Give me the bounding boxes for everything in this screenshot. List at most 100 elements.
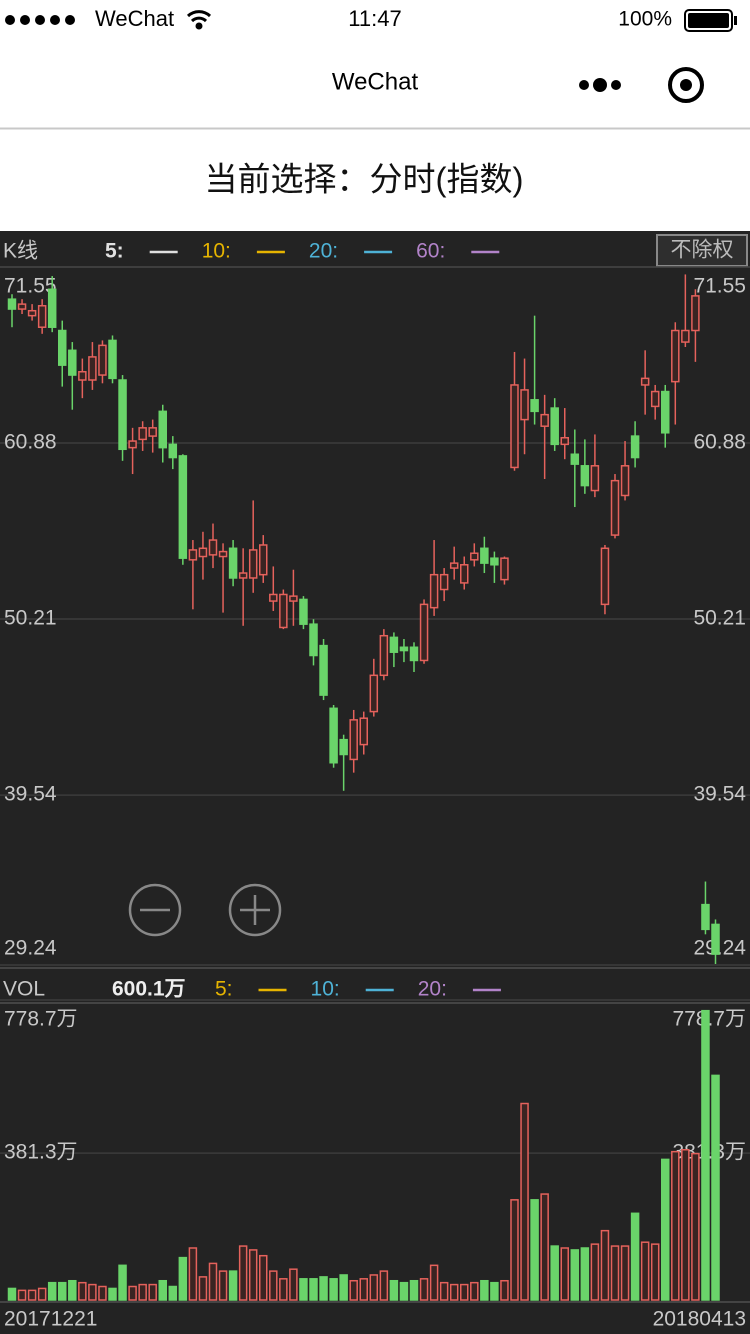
candle-body	[269, 593, 278, 602]
candle-body	[630, 435, 640, 459]
y-tick-label: 50.21	[693, 607, 746, 630]
chart-background	[0, 231, 750, 1334]
volume-bar	[47, 1281, 57, 1301]
volume-bar	[289, 1268, 298, 1301]
candle-body	[198, 547, 208, 558]
candle-body	[530, 399, 539, 413]
candle-body	[369, 674, 379, 713]
candle-body	[480, 547, 489, 564]
candle-body	[439, 573, 449, 591]
volume-bar	[460, 1283, 469, 1301]
volume-bar	[78, 1281, 87, 1301]
candle-body	[409, 646, 419, 662]
legend-title: K线	[3, 240, 38, 263]
y-tick-label: 39.54	[693, 783, 746, 806]
candle-body	[470, 552, 479, 561]
candle-body	[7, 298, 17, 310]
y-tick-label: 60.88	[4, 431, 57, 454]
signal	[5, 15, 75, 25]
volume-bar	[128, 1285, 137, 1301]
volume-bar	[399, 1281, 409, 1301]
candle-body	[540, 413, 549, 427]
candle-body	[500, 557, 509, 581]
legend-label: 10:	[202, 240, 231, 263]
candle-body	[138, 427, 147, 441]
more-button[interactable]	[579, 78, 621, 92]
volume-bar	[630, 1212, 640, 1301]
candle-body	[228, 547, 238, 579]
zoom-in[interactable]	[228, 883, 282, 937]
candle-body	[560, 436, 569, 446]
candle-body	[419, 603, 429, 662]
volume-bar	[429, 1264, 439, 1301]
volume-bar	[98, 1285, 107, 1301]
candle-body	[118, 379, 127, 451]
volume-bar	[500, 1279, 509, 1301]
y-tick-label: 381.3万	[4, 1141, 78, 1164]
candle-body	[389, 636, 399, 653]
y-tick-label: 60.88	[693, 431, 746, 454]
candle-body	[98, 344, 107, 376]
candle-body	[68, 349, 77, 376]
candle-body	[610, 479, 620, 536]
volume-bar	[108, 1287, 117, 1301]
volume-bar	[17, 1289, 27, 1301]
volume-bar	[480, 1279, 489, 1301]
adjust-button[interactable]: 不除权	[656, 234, 748, 267]
candle-body	[520, 389, 529, 421]
candle-body	[379, 634, 389, 677]
adjust-label[interactable]: 不除权	[671, 239, 734, 262]
candle-body	[550, 407, 559, 446]
volume-bar	[389, 1279, 399, 1301]
volume-bar	[590, 1243, 600, 1301]
candle-body	[299, 598, 308, 625]
candle-body	[37, 305, 47, 328]
candle-body	[701, 903, 710, 931]
candle-body	[248, 549, 258, 579]
candle-body	[178, 455, 188, 559]
volume-bar	[269, 1270, 278, 1301]
volume-bar	[188, 1247, 198, 1301]
candle-body	[279, 593, 288, 629]
volume-bar	[580, 1247, 590, 1301]
volume-bar	[620, 1245, 630, 1301]
close-button[interactable]	[668, 67, 704, 103]
candle-body	[691, 295, 700, 332]
volume-bar	[530, 1199, 539, 1301]
candle-body	[399, 646, 409, 652]
k-legend: K线 5: 10: 20: 60:	[3, 240, 500, 263]
legend-title: VOL	[3, 978, 45, 1001]
volume-bar	[37, 1287, 47, 1301]
candle-body	[429, 573, 439, 609]
candle-body	[168, 443, 178, 459]
wifi-icon	[186, 10, 212, 30]
volume-bar	[671, 1150, 680, 1301]
volume-bar	[470, 1281, 479, 1301]
volume-bar	[439, 1281, 449, 1301]
volume-bar	[299, 1278, 308, 1301]
x-tick-label: 20171221	[4, 1308, 97, 1331]
volume-bar	[339, 1274, 348, 1301]
volume-bar	[640, 1241, 650, 1301]
current-volume: 600.1万	[112, 978, 186, 1001]
zoom-out[interactable]	[128, 883, 182, 937]
y-tick-label: 71.55	[4, 275, 57, 298]
volume-bar	[681, 1148, 690, 1301]
candle-body	[671, 329, 680, 383]
candle-body	[661, 390, 670, 434]
candle-body	[711, 923, 720, 955]
candle-body	[449, 562, 459, 569]
y-tick-label: 50.21	[4, 607, 57, 630]
candle-body	[238, 572, 248, 579]
candle-body	[490, 557, 499, 566]
candle-body	[158, 410, 167, 449]
legend-label: 10:	[311, 978, 340, 1001]
legend-label: 20:	[418, 978, 447, 1001]
vol-legend: VOL 600.1万 5: 10: 20:	[3, 978, 501, 1001]
candle-body	[339, 738, 348, 756]
volume-bar	[490, 1281, 499, 1301]
volume-bar	[228, 1270, 238, 1301]
volume-bar	[349, 1279, 358, 1301]
